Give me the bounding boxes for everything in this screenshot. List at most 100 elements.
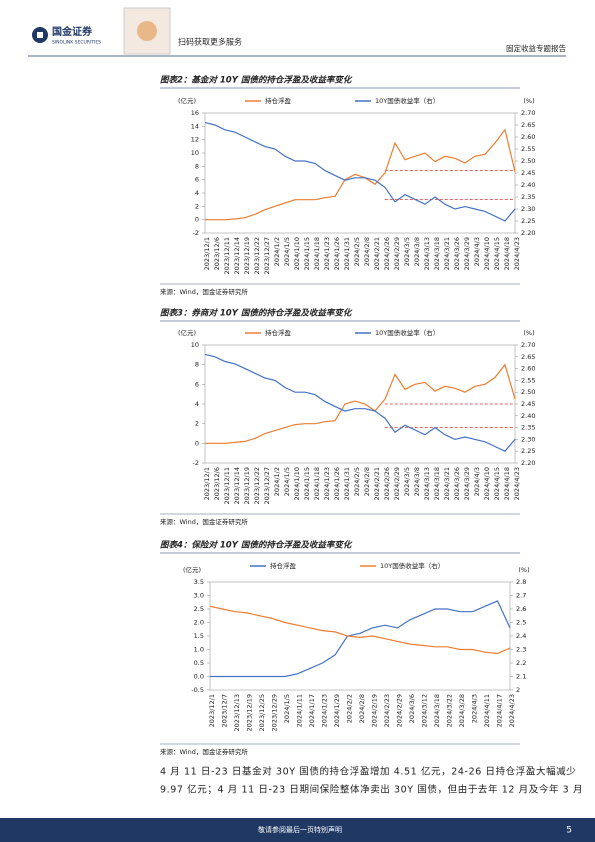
x-tick-label: 2024/1/2: [273, 237, 281, 266]
y2-tick-label: 2.2: [516, 659, 526, 667]
series-line: [204, 353, 516, 452]
logo-text: 国金证券: [52, 25, 93, 38]
y-tick-label: 3.5: [194, 578, 204, 586]
x-tick-label: 2023/12/25: [258, 694, 266, 731]
chart-title: 图表4：保险对 10Y 国债的持仓浮盈及收益率变化: [160, 540, 353, 551]
x-tick-label: 2023/12/27: [263, 237, 271, 274]
x-tick-label: 2024/1/23: [323, 237, 331, 270]
y2-axis-label: (%): [523, 97, 534, 105]
legend-label: 持仓浮盈: [265, 96, 292, 105]
x-tick-label: 2024/1/10: [293, 237, 301, 270]
x-tick-label: 2024/1/23: [321, 694, 329, 727]
x-tick-label: 2024/2/23: [383, 694, 391, 727]
y2-tick-label: 2.60: [521, 133, 535, 141]
x-tick-label: 2024/4/18: [503, 237, 511, 270]
y-tick-label: 14: [191, 122, 199, 130]
x-tick-label: 2024/2/29: [396, 694, 404, 727]
x-tick-label: 2023/12/14: [233, 237, 241, 274]
x-tick-label: 2024/2/29: [393, 237, 401, 270]
chart-title: 图表3：券商对 10Y 国债的持仓浮盈及收益率变化: [160, 308, 353, 319]
source: 来源：Wind，国金证券研究所: [160, 287, 248, 296]
y2-tick-label: 2.45: [521, 400, 535, 408]
legend-label: 持仓浮盈: [270, 561, 297, 570]
source: 来源：Wind，国金证券研究所: [160, 747, 248, 756]
x-tick-label: 2023/12/1: [203, 237, 211, 270]
x-tick-label: 2024/3/21: [443, 237, 451, 270]
y2-tick-label: 2.55: [521, 145, 535, 153]
y-tick-label: 0: [195, 216, 199, 224]
y2-tick-label: 2.30: [521, 205, 535, 213]
x-tick-label: 2023/12/22: [253, 237, 261, 274]
series-line: [205, 363, 516, 444]
y2-axis-label: (%): [523, 329, 534, 337]
x-tick-label: 2024/1/29: [333, 694, 341, 727]
x-tick-label: 2024/2/19: [371, 694, 379, 727]
x-tick-label: 2023/12/13: [233, 694, 241, 731]
x-tick-label: 2024/3/13: [423, 237, 431, 270]
x-tick-label: 2024/2/5: [353, 237, 361, 266]
x-tick-label: 2023/12/19: [243, 467, 251, 504]
x-tick-label: 2023/12/27: [263, 467, 271, 504]
x-tick-label: 2024/1/5: [283, 467, 291, 496]
x-tick-label: 2024/4/11: [483, 694, 491, 727]
qr-text: 扫码获取更多服务: [178, 37, 242, 47]
y-tick-label: 6: [195, 176, 199, 184]
x-tick-label: 2024/1/2: [273, 467, 281, 496]
y2-tick-label: 2.35: [521, 193, 535, 201]
y2-tick-label: 2.45: [521, 169, 535, 177]
y2-axis-label: (%): [518, 566, 529, 574]
y-tick-label: 4: [195, 189, 199, 197]
report-type: 固定收益专题报告: [506, 43, 566, 53]
y2-tick-label: 2.55: [521, 376, 535, 384]
y2-tick-label: 2.25: [521, 217, 535, 225]
y-tick-label: 2.0: [194, 619, 204, 627]
y-tick-label: 0.5: [194, 659, 204, 667]
x-tick-label: 2024/2/2: [346, 694, 354, 723]
x-tick-label: 2024/2/21: [373, 467, 381, 500]
x-tick-label: 2023/12/1: [208, 694, 216, 727]
x-tick-label: 2024/1/5: [283, 237, 291, 266]
x-tick-label: 2024/3/28: [458, 694, 466, 727]
plot-frame: [204, 344, 516, 464]
y-tick-label: 3.0: [194, 592, 204, 600]
y2-tick-label: 2.50: [521, 388, 535, 396]
x-tick-label: 2024/3/5: [403, 467, 411, 496]
y2-tick-label: 2.70: [521, 341, 535, 349]
y-tick-label: 10: [191, 341, 199, 349]
series-line: [205, 128, 516, 221]
x-tick-label: 2024/1/11: [296, 694, 304, 727]
y2-tick-label: 2.1: [516, 673, 526, 681]
x-tick-label: 2024/1/18: [313, 467, 321, 500]
x-tick-label: 2023/12/1: [203, 467, 211, 500]
x-tick-label: 2024/1/26: [333, 467, 341, 500]
x-tick-label: 2024/4/10: [483, 237, 491, 270]
x-tick-label: 2024/3/29: [463, 467, 471, 500]
y2-tick-label: 2.50: [521, 157, 535, 165]
y2-tick-label: 2: [516, 686, 520, 694]
x-tick-label: 2023/12/11: [223, 237, 231, 274]
y-tick-label: -0.5: [191, 686, 204, 694]
x-tick-label: 2023/12/11: [223, 467, 231, 504]
logo-icon-inner: [37, 32, 43, 38]
x-tick-label: 2024/4/3: [471, 694, 479, 723]
series-line: [209, 605, 511, 655]
x-tick-label: 2024/3/13: [423, 467, 431, 500]
x-tick-label: 2024/3/21: [443, 467, 451, 500]
y-axis-label: (亿元): [178, 328, 196, 337]
x-tick-label: 2024/3/22: [446, 694, 454, 727]
x-tick-label: 2023/12/19: [246, 694, 254, 731]
x-tick-label: 2024/1/17: [308, 694, 316, 727]
x-tick-label: 2024/3/26: [453, 467, 461, 500]
y-tick-label: 2: [195, 202, 199, 210]
source: 来源：Wind，国金证券研究所: [160, 517, 248, 526]
x-tick-label: 2024/1/15: [303, 467, 311, 500]
logo-en: SINOLINK SECURITIES: [52, 40, 101, 46]
x-tick-label: 2024/4/18: [503, 467, 511, 500]
x-tick-label: 2024/1/5: [283, 694, 291, 723]
legend-label: 持仓浮盈: [265, 328, 292, 337]
x-tick-label: 2024/2/21: [373, 237, 381, 270]
x-tick-label: 2024/1/31: [343, 237, 351, 270]
page-number: 5: [566, 826, 572, 836]
chart-title: 图表2：基金对 10Y 国债的持仓浮盈及收益率变化: [160, 75, 353, 86]
y2-tick-label: 2.4: [516, 632, 526, 640]
